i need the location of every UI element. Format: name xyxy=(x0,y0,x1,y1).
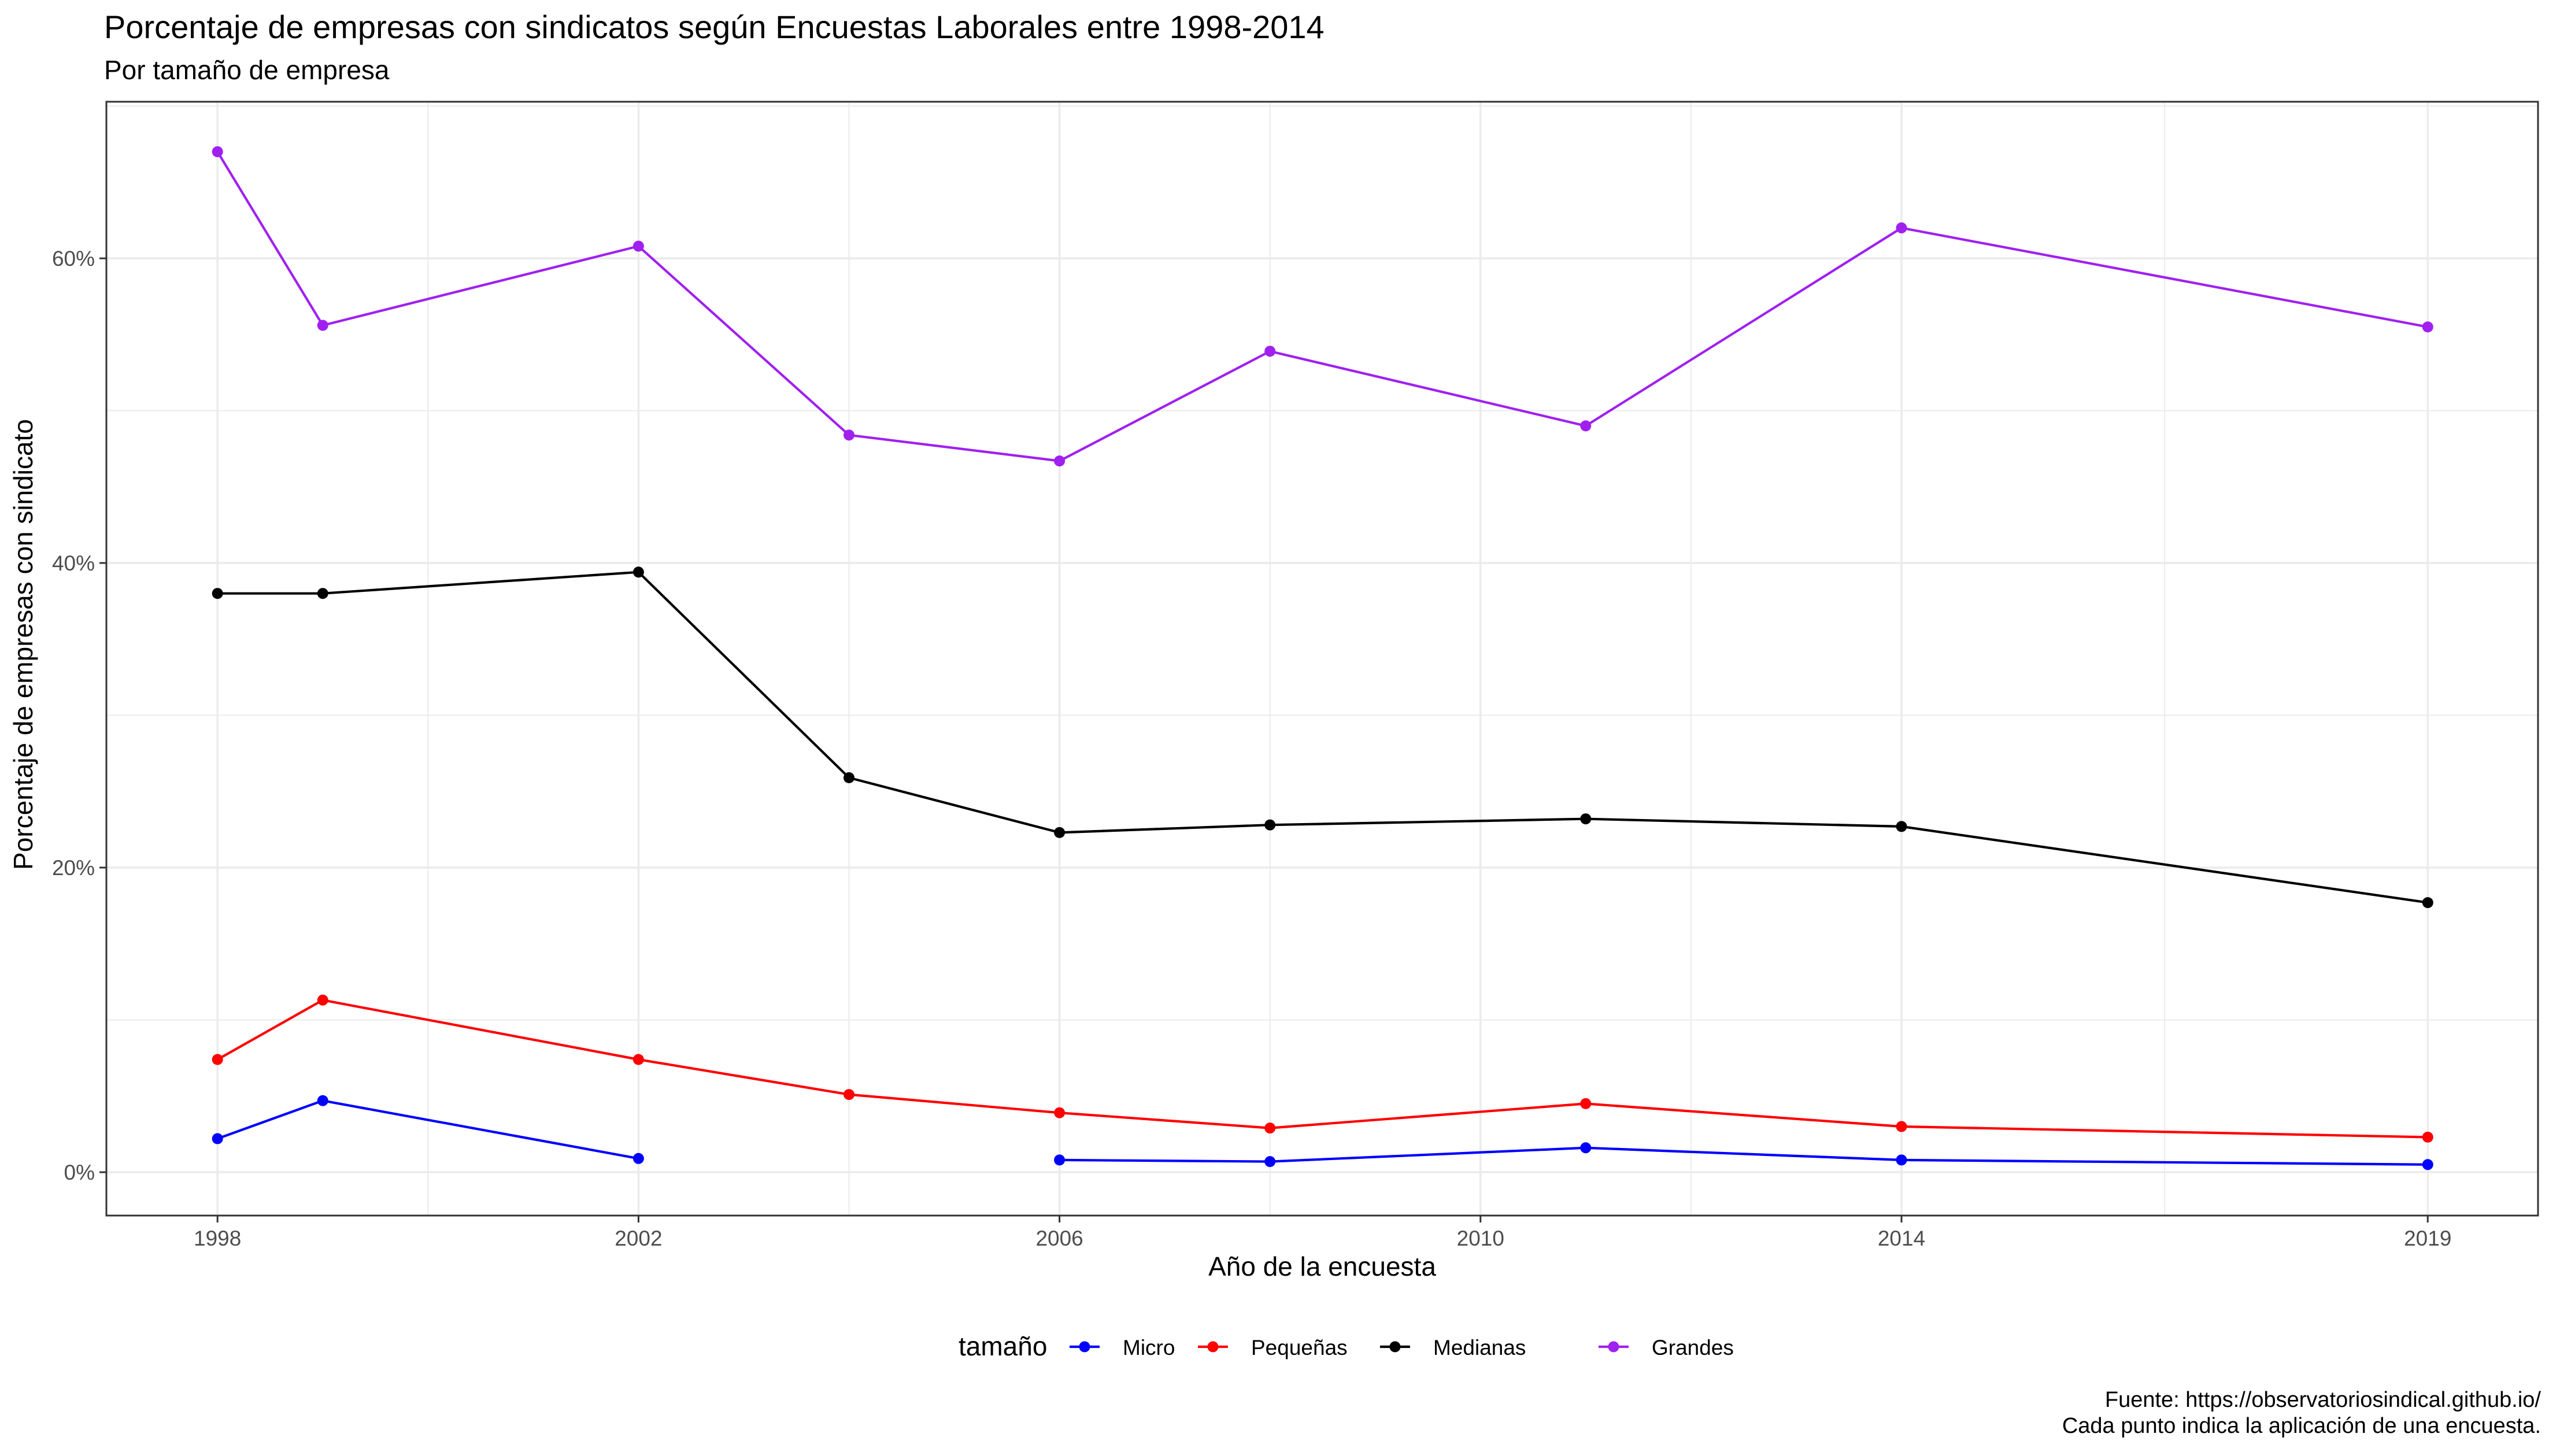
legend-key-point-micro xyxy=(1079,1341,1090,1353)
grid xyxy=(106,102,2538,1216)
data-point-pequenas xyxy=(632,1054,644,1065)
data-point-micro xyxy=(1580,1142,1592,1154)
data-point-medianas xyxy=(632,566,644,578)
data-point-pequenas xyxy=(1896,1121,1907,1132)
y-tick-label: 20% xyxy=(52,856,95,880)
legend-title: tamaño xyxy=(959,1331,1047,1361)
legend-label-pequenas: Pequeñas xyxy=(1251,1336,1348,1359)
legend-label-medianas: Medianas xyxy=(1433,1336,1526,1359)
x-tick-label: 2006 xyxy=(1035,1227,1083,1250)
legend-key-point-grandes xyxy=(1608,1341,1619,1353)
data-point-micro xyxy=(212,1133,223,1144)
legend-key-point-medianas xyxy=(1389,1341,1401,1353)
data-point-micro xyxy=(632,1153,644,1164)
chart-title: Porcentaje de empresas con sindicatos se… xyxy=(104,9,1325,45)
data-point-medianas xyxy=(1264,819,1276,831)
data-point-micro xyxy=(2422,1159,2433,1170)
data-point-micro xyxy=(317,1095,328,1106)
data-point-micro xyxy=(1896,1154,1907,1166)
legend-label-micro: Micro xyxy=(1123,1336,1175,1359)
x-tick-label: 2014 xyxy=(1878,1227,1925,1250)
x-tick-label: 2002 xyxy=(615,1227,662,1250)
data-point-medianas xyxy=(843,772,854,783)
axes: 0% 20% 40% 60% 1998 2002 2006 2010 2014 2019 xyxy=(52,247,2451,1250)
data-point-medianas xyxy=(1896,821,1907,832)
legend-key-point-pequenas xyxy=(1207,1341,1219,1353)
data-point-pequenas xyxy=(843,1089,854,1101)
data-point-grandes xyxy=(843,429,854,441)
y-tick-label: 60% xyxy=(52,247,95,271)
data-point-pequenas xyxy=(1054,1107,1066,1118)
panel-border xyxy=(105,101,2539,1217)
series-pequenas xyxy=(212,994,2433,1143)
data-point-micro xyxy=(1054,1154,1066,1166)
series-micro xyxy=(212,1095,2433,1170)
data-point-medianas xyxy=(317,588,328,599)
x-axis-title: Año de la encuesta xyxy=(1208,1251,1436,1281)
x-tick-label: 2019 xyxy=(2404,1227,2451,1250)
data-point-pequenas xyxy=(317,994,328,1006)
data-point-grandes xyxy=(1264,346,1276,357)
data-point-micro xyxy=(1264,1156,1276,1168)
data-point-grandes xyxy=(1580,420,1592,432)
data-point-grandes xyxy=(1054,455,1066,466)
data-point-grandes xyxy=(1896,222,1907,234)
series-grandes xyxy=(212,146,2433,466)
series-medianas xyxy=(212,566,2433,909)
data-point-pequenas xyxy=(1580,1098,1592,1109)
data-point-medianas xyxy=(1580,813,1592,825)
y-tick-label: 40% xyxy=(52,551,95,575)
chart-caption: Fuente: https://observatoriosindical.git… xyxy=(2062,1387,2541,1439)
legend: tamaño Micro Pequeñas Medianas Grandes xyxy=(959,1331,1734,1361)
data-point-pequenas xyxy=(1264,1122,1276,1134)
data-point-pequenas xyxy=(212,1054,223,1065)
data-point-grandes xyxy=(212,146,223,157)
data-point-grandes xyxy=(2422,321,2433,333)
y-axis-title: Porcentaje de empresas con sindicato xyxy=(8,419,38,870)
caption-source: Fuente: https://observatoriosindical.git… xyxy=(2104,1388,2541,1412)
data-point-pequenas xyxy=(2422,1131,2433,1143)
x-tick-label: 2010 xyxy=(1457,1227,1504,1250)
caption-note: Cada punto indica la aplicación de una e… xyxy=(2062,1414,2541,1438)
legend-label-grandes: Grandes xyxy=(1652,1336,1734,1359)
data-point-medianas xyxy=(2422,897,2433,909)
series-layer xyxy=(212,146,2433,1170)
data-point-medianas xyxy=(1054,827,1066,838)
y-tick-label: 0% xyxy=(64,1161,95,1184)
x-tick-label: 1998 xyxy=(194,1227,241,1250)
panel-background xyxy=(106,102,2538,1216)
chart-subtitle: Por tamaño de empresa xyxy=(104,55,390,85)
data-point-grandes xyxy=(632,240,644,252)
data-point-grandes xyxy=(317,320,328,331)
data-point-medianas xyxy=(212,588,223,599)
